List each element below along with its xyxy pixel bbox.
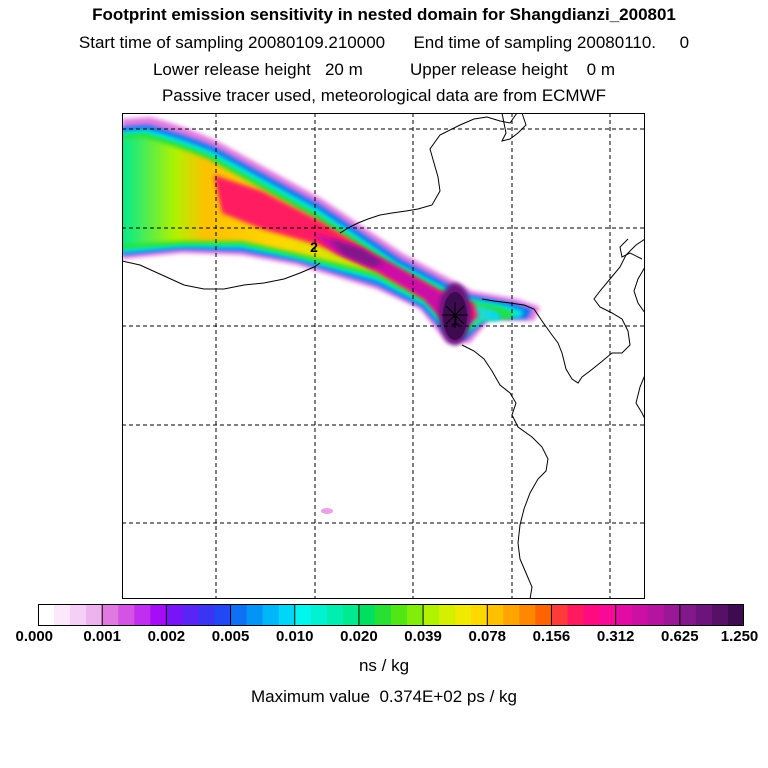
plume-contour: [321, 508, 333, 514]
colorbar-tick-label: 0.010: [275, 628, 314, 645]
colorbar-swatch: [150, 604, 167, 626]
colorbar: [38, 604, 744, 626]
colorbar-tick-label: 0.002: [147, 628, 186, 645]
colorbar-swatch: [310, 604, 328, 626]
colorbar-swatch: [503, 604, 520, 626]
colorbar-swatch: [326, 604, 344, 626]
map-frame: [122, 113, 645, 599]
colorbar-swatch: [455, 604, 472, 626]
colorbar-swatch: [214, 604, 232, 626]
plume-contour: [330, 239, 384, 267]
marker-label-1: 1: [451, 312, 459, 328]
colorbar-swatch: [278, 604, 296, 626]
coastline: [619, 238, 643, 260]
colorbar-swatch: [487, 604, 504, 626]
colorbar-swatch: [246, 604, 264, 626]
colorbar-swatch: [86, 604, 103, 626]
colorbar-swatch: [391, 604, 408, 626]
marker-label-2: 2: [310, 239, 318, 255]
colorbar-swatch: [166, 604, 184, 626]
coastline: [339, 113, 518, 234]
colorbar-swatch: [615, 604, 633, 626]
colorbar-swatch: [647, 604, 665, 626]
coastline: [481, 238, 645, 384]
colorbar-swatch: [423, 604, 440, 626]
colorbar-unit: ns / kg: [358, 656, 410, 675]
release-height-line: Lower release height 20 m Upper release …: [152, 60, 616, 79]
colorbar-swatch: [727, 604, 744, 626]
tracer-info-line: Passive tracer used, meteorological data…: [161, 86, 607, 105]
colorbar-swatch: [711, 604, 729, 626]
colorbar-swatch: [230, 604, 248, 626]
colorbar-swatch: [198, 604, 216, 626]
grid-lines: [122, 113, 645, 599]
colorbar-swatch: [599, 604, 617, 626]
colorbar-swatch: [439, 604, 456, 626]
colorbar-tick-label: 1.250: [720, 628, 759, 645]
coastline: [461, 344, 549, 599]
colorbar-tick-label: 0.001: [83, 628, 121, 645]
colorbar-swatch: [294, 604, 312, 626]
colorbar-tick-label: 0.005: [211, 628, 250, 645]
colorbar-swatch: [583, 604, 601, 626]
colorbar-tick-label: 0.156: [532, 628, 571, 645]
maximum-value-label: Maximum value 0.374E+02 ps / kg: [251, 687, 517, 706]
colorbar-swatch: [262, 604, 280, 626]
colorbar-swatch: [679, 604, 697, 626]
colorbar-swatch: [519, 604, 537, 626]
colorbar-tick-label: 0.312: [596, 628, 635, 645]
sampling-time-line: Start time of sampling 20080109.210000 E…: [78, 33, 690, 52]
colorbar-swatch: [663, 604, 681, 626]
colorbar-swatch: [374, 604, 392, 626]
colorbar-tick-label: 0.625: [661, 628, 699, 645]
colorbar-tick-label: 0.000: [15, 628, 54, 645]
colorbar-swatch: [54, 604, 71, 626]
colorbar-tick-label: 0.020: [340, 628, 378, 645]
colorbar-swatch: [695, 604, 713, 626]
colorbar-swatch: [118, 604, 135, 626]
colorbar-swatch: [38, 604, 55, 626]
colorbar-swatch: [342, 604, 360, 626]
colorbar-tick-label: 0.039: [404, 628, 442, 645]
receptor-star-icon: [442, 302, 468, 328]
colorbar-swatch: [134, 604, 151, 626]
coastline: [633, 266, 645, 314]
coastline: [501, 113, 527, 142]
coastline: [635, 374, 645, 420]
colorbar-swatch: [567, 604, 585, 626]
footprint-map: 1 2: [122, 113, 645, 599]
colorbar-swatch: [358, 604, 376, 626]
colorbar-swatch: [70, 604, 87, 626]
coastline: [122, 260, 321, 290]
colorbar-frame: [38, 604, 744, 626]
colorbar-swatch: [182, 604, 200, 626]
colorbar-tick-labels: 0.000 0.001 0.002 0.005 0.010 0.020 0.039 0.078…: [0, 628, 768, 650]
colorbar-tick-label: 0.078: [468, 628, 507, 645]
colorbar-swatch: [631, 604, 649, 626]
colorbar-swatch: [407, 604, 424, 626]
chart-title: Footprint emission sensitivity in nested…: [92, 5, 676, 24]
colorbar-swatch: [471, 604, 488, 626]
colorbar-swatch: [535, 604, 553, 626]
colorbar-swatch: [551, 604, 569, 626]
colorbar-swatch: [102, 604, 119, 626]
